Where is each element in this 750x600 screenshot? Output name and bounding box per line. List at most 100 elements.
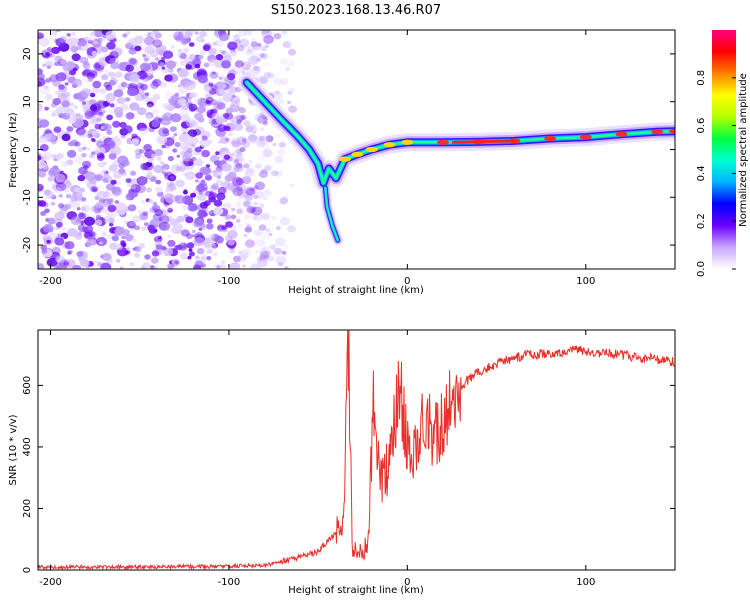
noise-speck — [119, 211, 125, 216]
noise-speck — [72, 67, 78, 72]
noise-speck — [129, 102, 140, 111]
noise-speck — [263, 254, 270, 260]
noise-speck — [202, 167, 213, 176]
noise-speck — [198, 227, 203, 231]
noise-speck — [194, 260, 204, 269]
noise-speck — [136, 38, 142, 43]
noise-speck — [189, 120, 199, 128]
noise-speck — [155, 179, 162, 185]
noise-speck — [258, 135, 265, 141]
noise-speck — [103, 161, 108, 166]
noise-speck — [253, 213, 263, 222]
noise-speck — [91, 114, 103, 124]
noise-speck — [265, 227, 270, 232]
noise-speck — [193, 188, 200, 194]
noise-speck — [128, 47, 137, 55]
noise-speck — [180, 114, 190, 122]
noise-speck — [169, 99, 176, 106]
noise-speck — [233, 167, 240, 173]
noise-speck — [231, 184, 237, 188]
noise-speck — [198, 180, 205, 186]
noise-speck — [246, 206, 256, 214]
noise-speck — [114, 71, 123, 78]
noise-speck — [233, 163, 244, 173]
noise-speck — [247, 167, 254, 173]
noise-speck — [55, 182, 67, 192]
noise-speck — [45, 128, 52, 134]
noise-speck — [126, 112, 135, 120]
noise-speck — [254, 113, 265, 122]
noise-speck — [180, 242, 185, 246]
noise-speck — [103, 215, 114, 224]
noise-speck — [122, 33, 128, 38]
ridge-hotspot — [615, 131, 628, 137]
noise-speck — [277, 261, 284, 266]
noise-speck — [170, 227, 176, 233]
noise-speck — [42, 63, 47, 67]
noise-speck — [54, 55, 63, 62]
noise-speck — [152, 78, 162, 87]
noise-speck — [254, 40, 263, 48]
noise-speck — [211, 183, 219, 190]
noise-speck — [183, 48, 189, 53]
branch-layer-4 — [324, 186, 339, 242]
noise-speck — [197, 183, 208, 192]
noise-speck — [215, 54, 224, 61]
noise-speck — [213, 160, 221, 166]
noise-speck — [257, 115, 268, 124]
noise-speck — [82, 107, 90, 113]
noise-speck — [125, 234, 134, 242]
noise-speck — [104, 170, 109, 175]
noise-speck — [259, 254, 267, 260]
noise-speck — [244, 194, 254, 202]
noise-speck — [260, 53, 268, 59]
noise-speck — [77, 41, 89, 51]
noise-speck — [181, 127, 189, 133]
noise-speck — [288, 87, 296, 94]
noise-speck — [262, 61, 270, 68]
noise-speck — [134, 148, 143, 155]
noise-speck — [237, 189, 248, 199]
noise-speck — [268, 233, 273, 236]
noise-speck — [264, 250, 271, 256]
noise-speck — [236, 201, 242, 206]
noise-speck — [47, 217, 56, 225]
colorbar-gradient — [712, 30, 736, 269]
noise-speck — [231, 207, 236, 212]
noise-speck — [269, 32, 278, 40]
noise-speck — [114, 200, 119, 204]
noise-speck — [235, 177, 242, 183]
noise-speck — [151, 250, 160, 257]
noise-speck — [161, 144, 166, 149]
noise-speck — [259, 52, 265, 58]
noise-speck — [188, 248, 193, 252]
y-tick-label: 0 — [22, 146, 33, 152]
noise-speck — [38, 263, 45, 269]
noise-speck — [111, 235, 119, 242]
noise-speck — [44, 85, 49, 90]
noise-speck — [167, 155, 174, 162]
noise-speck — [159, 62, 166, 68]
noise-speck — [87, 76, 94, 82]
noise-speck — [112, 47, 123, 56]
noise-speck — [44, 58, 56, 68]
noise-speck — [230, 95, 241, 104]
noise-speck — [193, 218, 204, 227]
noise-speck — [91, 86, 101, 94]
noise-speck — [173, 133, 178, 137]
noise-speck — [100, 109, 106, 114]
noise-speck — [86, 34, 96, 43]
noise-speck — [204, 174, 212, 181]
noise-speck — [204, 84, 210, 90]
noise-speck — [75, 230, 83, 237]
noise-speck — [235, 162, 243, 169]
noise-speck — [236, 185, 243, 191]
noise-speck — [190, 192, 197, 198]
y-tick-label: -20 — [22, 237, 33, 253]
noise-speck — [250, 67, 261, 76]
noise-speck — [64, 82, 69, 86]
noise-speck — [258, 135, 269, 145]
noise-speck — [175, 244, 183, 251]
noise-speck — [231, 115, 243, 125]
